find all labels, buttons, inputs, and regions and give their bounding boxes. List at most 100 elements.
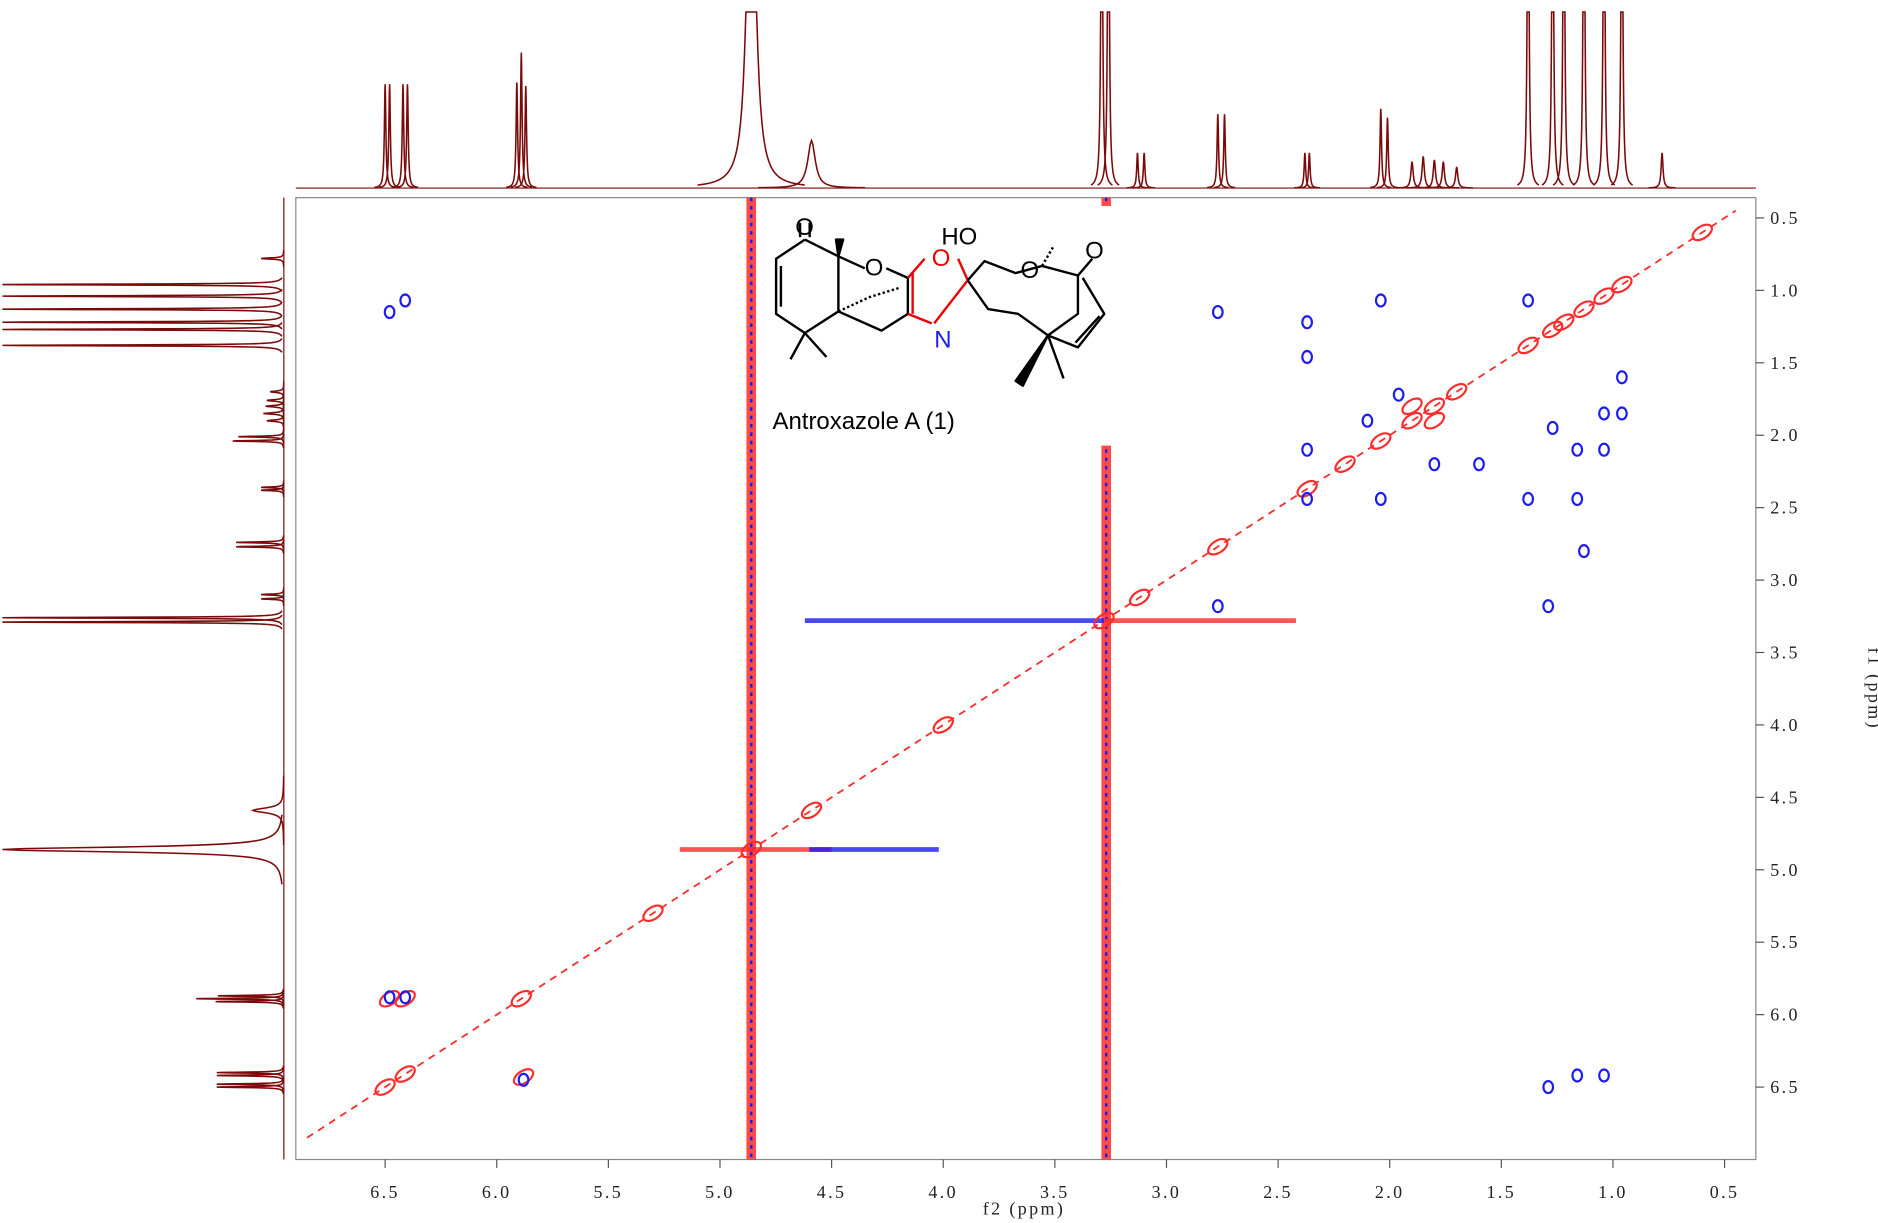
cross-peak	[642, 904, 664, 923]
y-tick-label: 1.5	[1770, 353, 1800, 373]
left-peak	[236, 535, 285, 550]
top-peak	[1294, 152, 1316, 189]
x-tick-label: 2.0	[1375, 1182, 1405, 1202]
y-tick-label: 4.5	[1770, 787, 1800, 807]
y-tick-label: 3.0	[1770, 570, 1800, 590]
top-peak	[1541, 11, 1564, 186]
cross-peak	[1401, 411, 1423, 430]
cross-peak	[1598, 406, 1610, 421]
cross-peak	[1093, 611, 1115, 630]
compound-name: Antroxazole A (1)	[773, 408, 955, 435]
x-tick-label: 3.5	[1040, 1182, 1070, 1202]
cross-peak	[1361, 413, 1374, 428]
cross-peak	[1374, 293, 1387, 308]
bond	[1077, 257, 1094, 277]
left-peak	[2, 277, 283, 292]
left-peak	[232, 433, 285, 449]
atom-label: O	[1020, 257, 1039, 284]
top-peak	[1427, 161, 1460, 189]
atom-label: O	[932, 245, 951, 272]
cross-peak	[1428, 457, 1441, 472]
cross-peak	[1553, 313, 1575, 332]
top-peak	[1370, 108, 1392, 189]
bond	[1046, 334, 1065, 379]
cross-peak	[1598, 442, 1610, 457]
cross-peak	[399, 990, 412, 1005]
cross-peak	[1423, 411, 1446, 430]
cross-peak	[1374, 491, 1387, 507]
left-peak	[270, 381, 285, 403]
cross-peak	[1578, 544, 1590, 559]
cross-peak	[1211, 305, 1224, 320]
left-peak	[250, 775, 285, 846]
left-peak	[238, 429, 285, 444]
left-peak	[236, 539, 285, 554]
bond	[907, 312, 933, 325]
diagonal	[306, 209, 1737, 1139]
cross-peak	[1571, 442, 1584, 457]
cross-peak	[1571, 491, 1584, 507]
cross-peak	[1473, 457, 1485, 472]
cross-peak	[1301, 349, 1313, 365]
x-tick-label: 4.0	[928, 1182, 958, 1202]
atom-label: N	[934, 326, 951, 353]
left-peak	[217, 988, 285, 1003]
top-peak	[1440, 166, 1473, 189]
top-peak	[1090, 11, 1113, 186]
x-tick-label: 5.0	[705, 1182, 735, 1202]
left-peak	[2, 288, 283, 304]
bond	[1074, 315, 1101, 344]
top-peak	[697, 11, 805, 186]
bond	[803, 332, 828, 358]
cross-peak	[1616, 370, 1628, 385]
bond	[1047, 277, 1106, 349]
top-peak	[1572, 11, 1596, 186]
y-tick-label: 6.0	[1770, 1005, 1800, 1025]
bond	[1040, 244, 1056, 267]
cross-peak	[1370, 432, 1392, 450]
x-tick-label: 1.5	[1487, 1182, 1517, 1202]
top-peak	[757, 138, 866, 189]
top-peak	[392, 84, 414, 189]
cross-peak	[1401, 397, 1423, 416]
atom-label: O	[1085, 238, 1104, 265]
atom-label: HO	[941, 223, 977, 250]
atom-label: O	[795, 214, 814, 241]
bond	[834, 238, 845, 258]
y-tick-label: 5.0	[1770, 860, 1800, 880]
x-tick-label: 1.0	[1598, 1182, 1628, 1202]
cross-peak	[1301, 315, 1313, 330]
structure-bg	[766, 206, 1126, 446]
x-tick-label: 6.0	[482, 1182, 512, 1202]
top-peak	[1376, 117, 1399, 189]
cross-peak	[1301, 442, 1313, 457]
x-tick-label: 0.5	[1710, 1182, 1740, 1202]
cross-peak	[374, 1078, 396, 1096]
left-peak	[2, 814, 283, 885]
bond	[906, 257, 926, 279]
left-peak	[196, 991, 285, 1006]
top-peak	[506, 82, 528, 189]
cross-peak	[1542, 599, 1555, 614]
plot-frame	[295, 197, 1757, 1161]
x-axis-label: f2 (ppm)	[983, 1199, 1065, 1220]
left-peak	[261, 587, 285, 602]
top-peak	[510, 52, 533, 188]
cross-peak	[1611, 275, 1633, 294]
cross-peak	[1392, 387, 1405, 402]
top-peak	[396, 84, 419, 189]
left-peak	[261, 249, 285, 268]
y-tick-label: 3.5	[1770, 642, 1800, 662]
left-peak	[266, 390, 285, 411]
bond	[837, 286, 902, 313]
x-tick-label: 3.0	[1152, 1182, 1182, 1202]
cross-peak	[517, 1072, 530, 1087]
left-peak	[261, 591, 285, 606]
left-peak	[261, 483, 285, 498]
y-tick-label: 2.0	[1770, 425, 1800, 445]
bond	[789, 332, 806, 360]
cross-peak	[1334, 455, 1356, 473]
x-tick-label: 2.5	[1263, 1182, 1293, 1202]
